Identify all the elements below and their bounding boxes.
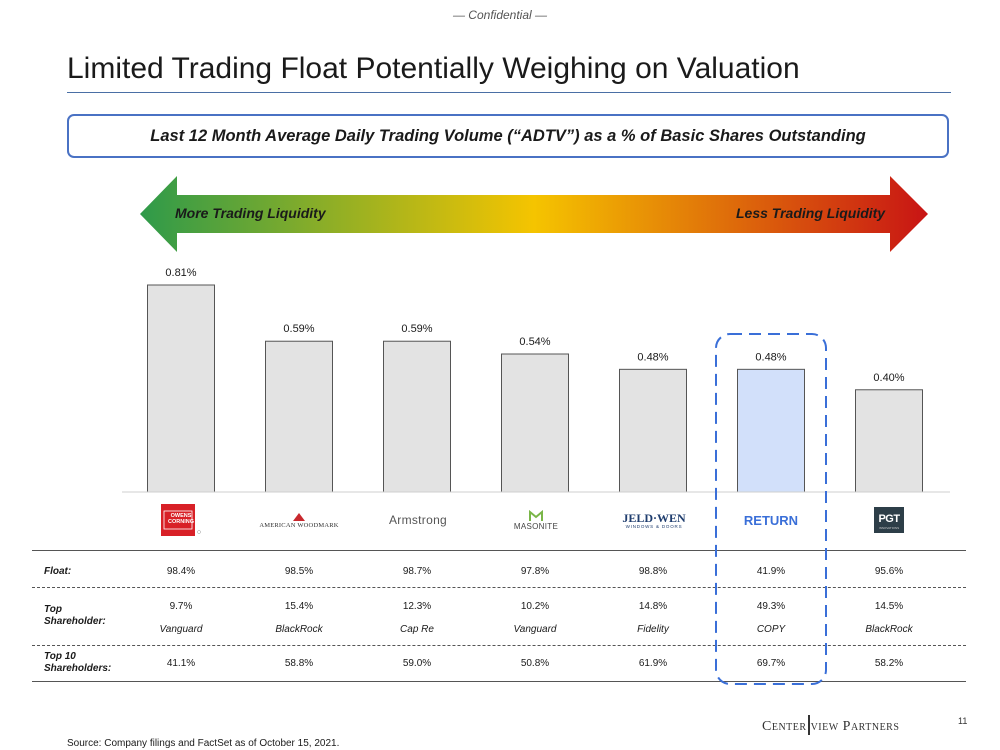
top10-cell: 41.1% xyxy=(166,658,196,669)
float-cell: 98.8% xyxy=(638,566,668,577)
top10-cell: 58.2% xyxy=(874,658,904,669)
top-shareholder-pct-cell: 15.4% xyxy=(284,601,314,612)
top-shareholder-pct-cell: 9.7% xyxy=(169,601,193,612)
page-number: 11 xyxy=(958,716,968,726)
bar-6 xyxy=(855,389,923,493)
brand-logo: Center view Partners xyxy=(762,715,899,735)
title-divider xyxy=(67,92,951,93)
top-shareholder-name-cell: Vanguard xyxy=(513,624,557,635)
bar-1 xyxy=(265,340,333,493)
bar-value-label: 0.48% xyxy=(755,351,786,363)
top-shareholder-pct-cell: 14.5% xyxy=(874,601,904,612)
float-cell: 41.9% xyxy=(756,566,786,577)
float-cell: 98.5% xyxy=(284,566,314,577)
top-shareholder-name-cell: BlackRock xyxy=(865,624,913,635)
less-liquidity-label: Less Trading Liquidity xyxy=(736,205,886,221)
bar-value-label: 0.59% xyxy=(283,323,314,335)
bar-value-label: 0.59% xyxy=(401,323,432,335)
bar-5 xyxy=(737,368,805,493)
bar-4 xyxy=(619,368,687,493)
source-note: Source: Company filings and FactSet as o… xyxy=(67,738,340,749)
armstrong-logo: Armstrong xyxy=(368,500,468,540)
masonite-logo: MASONITE xyxy=(486,500,586,540)
chart-subtitle-box: Last 12 Month Average Daily Trading Volu… xyxy=(67,114,949,158)
page-title: Limited Trading Float Potentially Weighi… xyxy=(67,52,800,85)
armstrong-logo-text: Armstrong xyxy=(388,513,448,527)
top10-cell: 69.7% xyxy=(756,658,786,669)
bar-value-label: 0.54% xyxy=(519,336,550,348)
brand-divider xyxy=(807,715,810,735)
top10-cell: 59.0% xyxy=(402,658,432,669)
jeldwen-logo: JELD·WEN WINDOWS & DOORS xyxy=(604,500,704,540)
masonite-logo-text: MASONITE xyxy=(513,521,559,531)
liquidity-arrow xyxy=(140,176,928,252)
pgt-logo-text: PGT xyxy=(878,513,900,525)
bar-value-label: 0.48% xyxy=(637,351,668,363)
owens-corning-logo-text: OWENS CORNING xyxy=(168,513,194,525)
top-shareholder-name-cell: Fidelity xyxy=(637,624,669,635)
table-top-rule xyxy=(32,550,966,551)
top-shareholder-pct-cell: 49.3% xyxy=(756,601,786,612)
top-shareholder-name-cell: COPY xyxy=(756,624,786,635)
float-cell: 98.4% xyxy=(166,566,196,577)
float-cell: 97.8% xyxy=(520,566,550,577)
top10-cell: 58.8% xyxy=(284,658,314,669)
pgt-logo-subtext: INNOVATIONS xyxy=(878,526,900,530)
owens-corning-logo: OWENS CORNING xyxy=(131,500,231,540)
top-shareholder-name-cell: Cap Re xyxy=(400,624,434,635)
float-row-label: Float: xyxy=(44,566,72,577)
return-highlight-box xyxy=(715,333,827,685)
american-woodmark-logo-text: AMERICAN WOODMARK xyxy=(259,521,339,529)
top10-cell: 50.8% xyxy=(520,658,550,669)
return-label: RETURN xyxy=(743,512,799,528)
float-cell: 95.6% xyxy=(874,566,904,577)
bar-value-label: 0.81% xyxy=(165,267,196,279)
pgt-logo: PGT INNOVATIONS xyxy=(839,500,939,540)
bar-3 xyxy=(501,353,569,493)
jeldwen-logo-text: JELD·WEN xyxy=(622,510,686,525)
top-shareholder-pct-cell: 14.8% xyxy=(638,601,668,612)
bar-chart: 0.81% 0.59% 0.59% 0.54% 0.48% 0.48% 0.40% xyxy=(122,267,950,493)
top-shareholder-pct-cell: 12.3% xyxy=(402,601,432,612)
brand-logo-right: view Partners xyxy=(810,719,900,734)
confidential-label: — Confidential — xyxy=(452,8,548,22)
float-cell: 98.7% xyxy=(402,566,432,577)
jeldwen-logo-subtext: WINDOWS & DOORS xyxy=(625,523,683,529)
table-bottom-rule xyxy=(32,681,966,682)
bar-0 xyxy=(147,284,215,493)
top10-cell: 61.9% xyxy=(638,658,668,669)
chart-subtitle: Last 12 Month Average Daily Trading Volu… xyxy=(150,126,866,145)
top10-row-label: Top 10 Shareholders: xyxy=(44,651,112,674)
table-divider xyxy=(32,587,966,588)
top-shareholder-pct-cell: 10.2% xyxy=(520,601,550,612)
top-shareholder-name-cell: Vanguard xyxy=(159,624,203,635)
bar-2 xyxy=(383,340,451,493)
bar-value-label: 0.40% xyxy=(873,372,904,384)
american-woodmark-logo: AMERICAN WOODMARK xyxy=(249,500,349,540)
table-divider xyxy=(32,645,966,646)
brand-logo-left: Center xyxy=(762,719,807,734)
more-liquidity-label: More Trading Liquidity xyxy=(175,205,326,221)
top-shareholder-name-cell: BlackRock xyxy=(275,624,323,635)
top-shareholder-row-label: Top Shareholder: xyxy=(44,604,106,627)
